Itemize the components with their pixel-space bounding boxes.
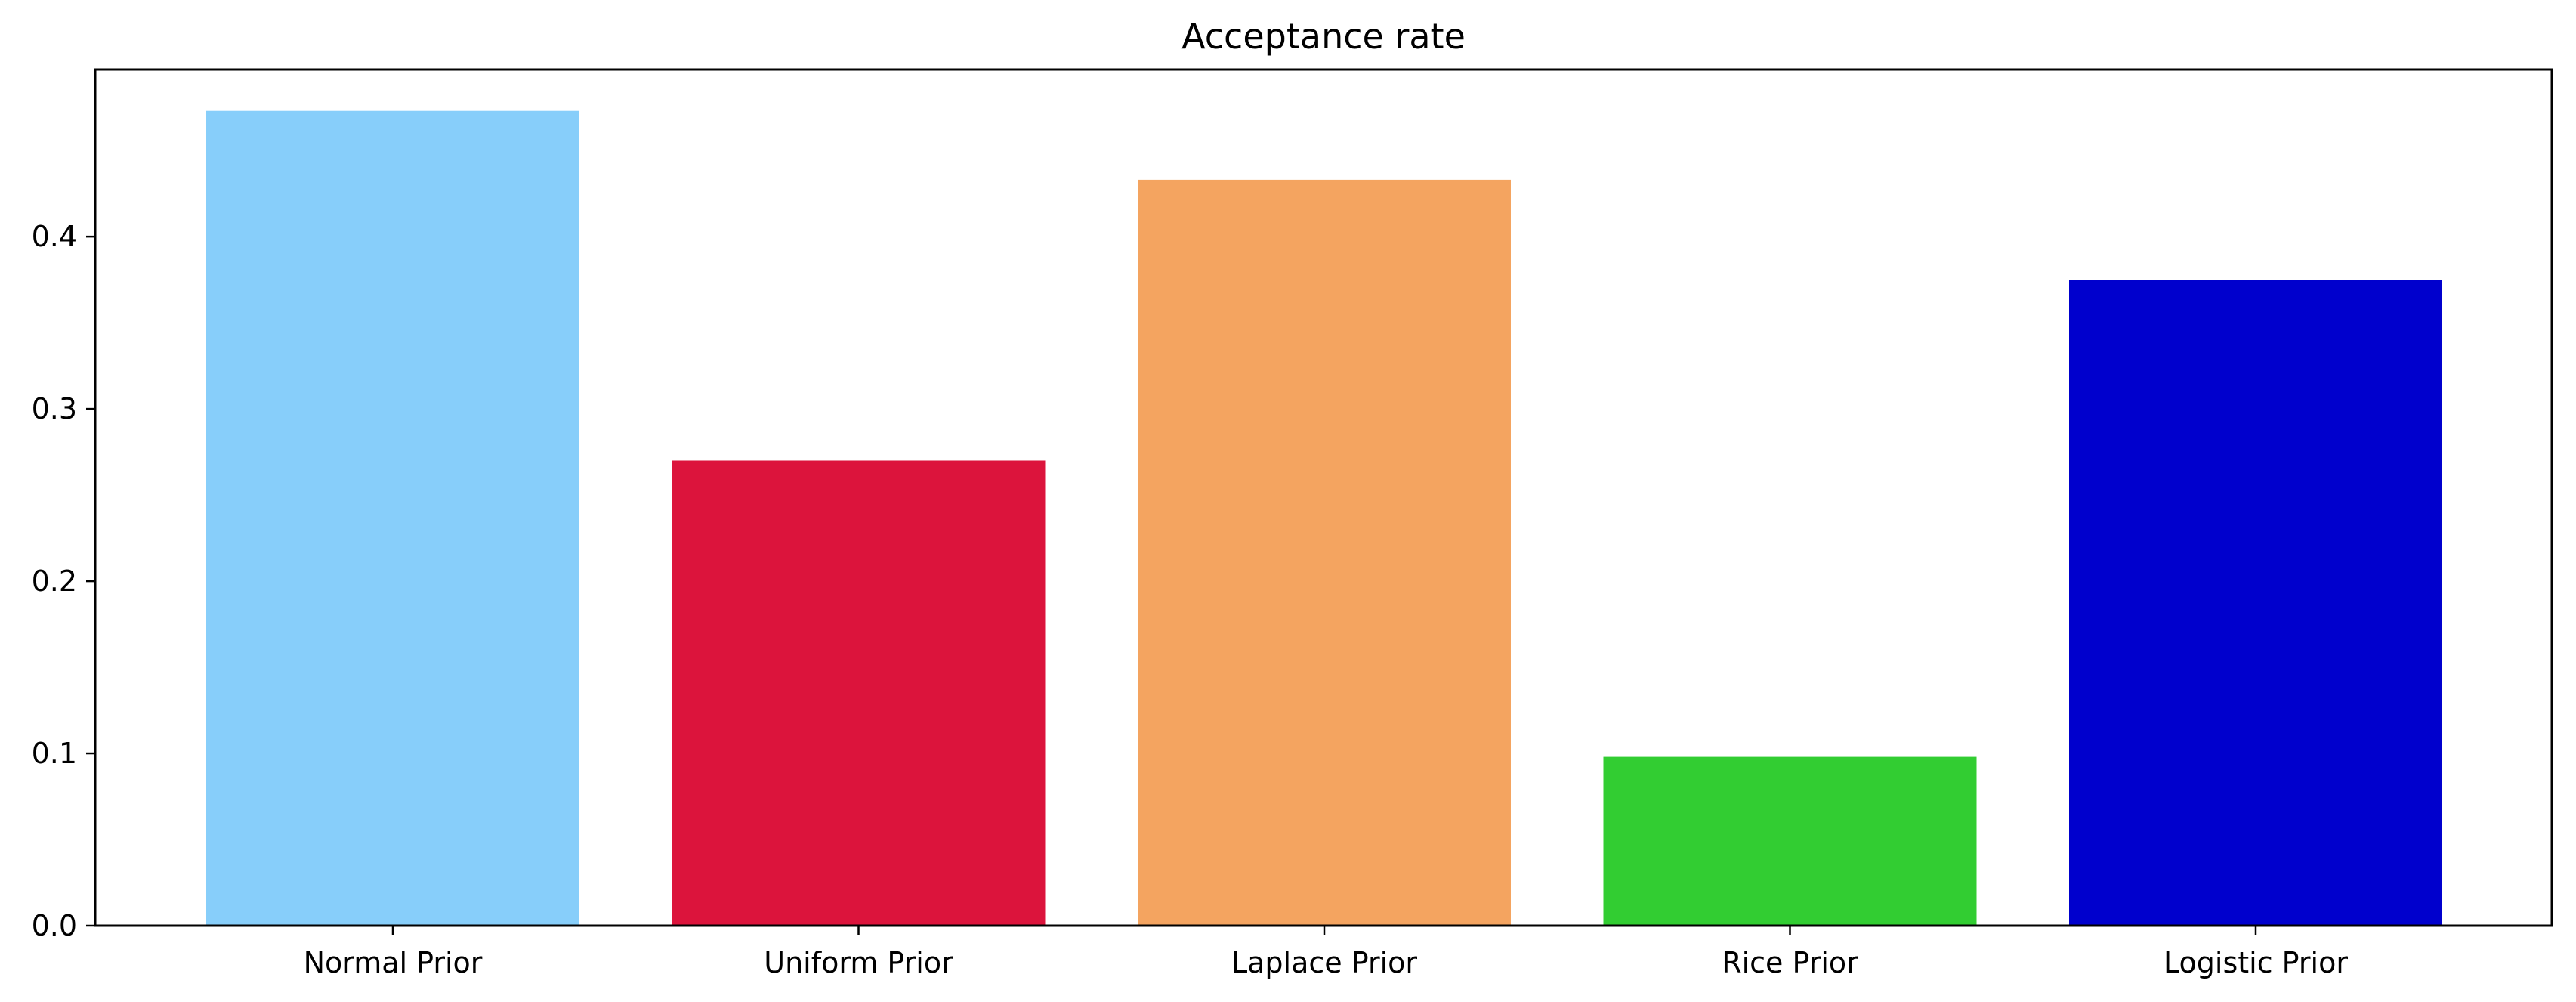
x-tick-label: Normal Prior [304, 946, 483, 979]
y-tick-label: 0.2 [32, 564, 77, 598]
x-tick-label: Logistic Prior [2164, 946, 2348, 979]
y-tick-label: 0.0 [32, 909, 77, 942]
x-tick-label: Rice Prior [1722, 946, 1858, 979]
y-tick-label: 0.3 [32, 392, 77, 425]
x-tick-label: Uniform Prior [764, 946, 953, 979]
bar-normal-prior [206, 110, 579, 926]
y-tick-label: 0.4 [32, 220, 77, 253]
bar-uniform-prior [672, 460, 1046, 926]
y-tick-label: 0.1 [32, 737, 77, 770]
bar-laplace-prior [1138, 179, 1511, 926]
plot-frame [94, 68, 2553, 927]
x-tick-label: Laplace Prior [1231, 946, 1417, 979]
chart-title: Acceptance rate [1181, 16, 1466, 57]
y-axis: 0.0 0.1 0.2 0.3 0.4 [32, 220, 95, 942]
x-axis: Normal Prior Uniform Prior Laplace Prior Ri… [304, 926, 2348, 979]
bars-group [206, 110, 2442, 926]
bar-logistic-prior [2069, 280, 2442, 926]
bar-rice-prior [1603, 756, 1977, 926]
